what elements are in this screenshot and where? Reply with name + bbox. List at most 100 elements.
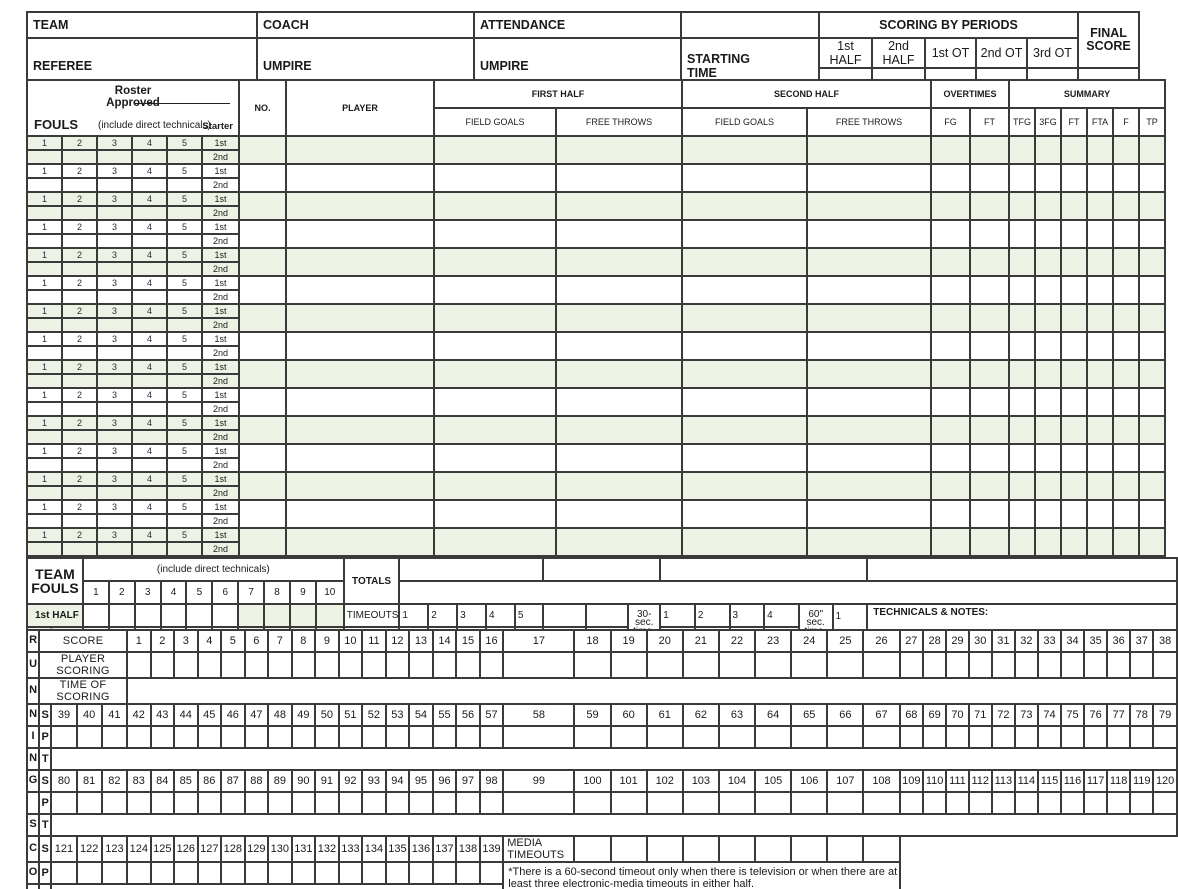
- player-12-half-2nd[interactable]: 2nd: [201, 457, 240, 473]
- player-10-sum-ft[interactable]: [1060, 387, 1088, 417]
- media-timeout-cell-3[interactable]: [645, 835, 684, 863]
- player-scoring-cell-12[interactable]: [384, 651, 411, 679]
- player-1-foul-5[interactable]: 5: [166, 135, 203, 151]
- player-8-foul2-5[interactable]: [166, 345, 203, 361]
- band2-time-cell[interactable]: [50, 813, 1178, 837]
- player-6-ot-fg[interactable]: [930, 275, 971, 305]
- band1-score-70[interactable]: 70: [945, 703, 970, 727]
- band3-player-138[interactable]: [455, 861, 481, 885]
- player-scoring-cell-6[interactable]: [243, 651, 270, 679]
- player-15-ot-ft[interactable]: [969, 527, 1010, 557]
- player-scoring-cell-24[interactable]: [790, 651, 829, 679]
- band1-player-74[interactable]: [1036, 725, 1063, 749]
- player-7-fh-ft[interactable]: [555, 303, 683, 333]
- player-1-sum-tfg[interactable]: [1008, 135, 1036, 165]
- band2-score-90[interactable]: 90: [290, 769, 317, 793]
- player-13-half-2nd[interactable]: 2nd: [201, 485, 240, 501]
- player-3-foul-5[interactable]: 5: [166, 191, 203, 207]
- band1-score-62[interactable]: 62: [681, 703, 720, 727]
- band2-score-82[interactable]: 82: [100, 769, 129, 793]
- band2-player-94[interactable]: [384, 791, 411, 815]
- player-5-fh-ft[interactable]: [555, 247, 683, 277]
- player-8-half-2nd[interactable]: 2nd: [201, 345, 240, 361]
- player-3-half-2nd[interactable]: 2nd: [201, 205, 240, 221]
- band2-score-95[interactable]: 95: [408, 769, 434, 793]
- band1-player-73[interactable]: [1013, 725, 1039, 749]
- player-12-foul-4[interactable]: 4: [131, 443, 168, 459]
- player-12-half-1st[interactable]: 1st: [201, 443, 240, 459]
- band3-player-137[interactable]: [431, 861, 458, 885]
- player-scoring-cell-26[interactable]: [862, 651, 901, 679]
- band1-player-68[interactable]: [898, 725, 925, 749]
- band2-score-110[interactable]: 110: [922, 769, 948, 793]
- band3-score-131[interactable]: 131: [290, 835, 317, 863]
- band3-time-cell[interactable]: [50, 883, 505, 889]
- player-4-foul2-5[interactable]: [166, 233, 203, 249]
- player-11-sum-f[interactable]: [1112, 415, 1140, 445]
- player-7-foul2-1[interactable]: [26, 317, 63, 333]
- band2-player-95[interactable]: [408, 791, 434, 815]
- timeout-blank-b[interactable]: [584, 603, 630, 628]
- player-4-foul-5[interactable]: 5: [166, 219, 203, 235]
- player-scoring-cell-2[interactable]: [149, 651, 176, 679]
- player-14-sum-ft[interactable]: [1060, 499, 1088, 529]
- player-1-sum-tp[interactable]: [1138, 135, 1166, 165]
- band3-score-138[interactable]: 138: [455, 835, 481, 863]
- player-11-half-2nd[interactable]: 2nd: [201, 429, 240, 445]
- player-12-name[interactable]: [285, 443, 435, 473]
- band2-player-98[interactable]: [478, 791, 505, 815]
- band3-score-135[interactable]: 135: [384, 835, 411, 863]
- player-15-sum-tfg[interactable]: [1008, 527, 1036, 557]
- band1-player-56[interactable]: [455, 725, 481, 749]
- band1-player-50[interactable]: [314, 725, 340, 749]
- player-3-foul-1[interactable]: 1: [26, 191, 63, 207]
- player-11-foul2-4[interactable]: [131, 429, 168, 445]
- player-3-foul2-1[interactable]: [26, 205, 63, 221]
- band3-score-126[interactable]: 126: [173, 835, 199, 863]
- band1-player-45[interactable]: [196, 725, 223, 749]
- player-9-sh-fg[interactable]: [681, 359, 808, 389]
- player-13-fh-fg[interactable]: [433, 471, 557, 501]
- band1-score-73[interactable]: 73: [1013, 703, 1039, 727]
- player-scoring-cell-3[interactable]: [173, 651, 199, 679]
- player-12-foul-5[interactable]: 5: [166, 443, 203, 459]
- band2-player-103[interactable]: [681, 791, 720, 815]
- player-15-name[interactable]: [285, 527, 435, 557]
- player-7-ot-fg[interactable]: [930, 303, 971, 333]
- player-scoring-cell-33[interactable]: [1036, 651, 1063, 679]
- player-9-foul-3[interactable]: 3: [96, 359, 133, 375]
- player-2-sum-fta[interactable]: [1086, 163, 1114, 193]
- band3-player-139[interactable]: [478, 861, 505, 885]
- band1-player-71[interactable]: [967, 725, 993, 749]
- player-12-foul-2[interactable]: 2: [61, 443, 98, 459]
- player-14-sum-3fg[interactable]: [1034, 499, 1062, 529]
- player-11-fh-fg[interactable]: [433, 415, 557, 445]
- player-3-sum-ft[interactable]: [1060, 191, 1088, 221]
- band1-player-42[interactable]: [126, 725, 152, 749]
- player-10-sum-tfg[interactable]: [1008, 387, 1036, 417]
- player-14-ot-fg[interactable]: [930, 499, 971, 529]
- player-1-ot-ft[interactable]: [969, 135, 1010, 165]
- player-7-foul2-5[interactable]: [166, 317, 203, 333]
- band2-score-118[interactable]: 118: [1106, 769, 1132, 793]
- band1-player-65[interactable]: [790, 725, 829, 749]
- player-scoring-cell-9[interactable]: [314, 651, 340, 679]
- band1-player-79[interactable]: [1152, 725, 1178, 749]
- player-13-ot-fg[interactable]: [930, 471, 971, 501]
- band1-player-51[interactable]: [337, 725, 364, 749]
- band1-player-58[interactable]: [502, 725, 576, 749]
- player-1-foul-2[interactable]: 2: [61, 135, 98, 151]
- player-1-foul2-2[interactable]: [61, 149, 98, 165]
- player-13-sh-fg[interactable]: [681, 471, 808, 501]
- player-13-sh-ft[interactable]: [806, 471, 932, 501]
- player-scoring-cell-14[interactable]: [431, 651, 458, 679]
- player-3-number[interactable]: [238, 191, 287, 221]
- band1-score-63[interactable]: 63: [717, 703, 757, 727]
- player-11-foul-2[interactable]: 2: [61, 415, 98, 431]
- player-7-sh-fg[interactable]: [681, 303, 808, 333]
- band1-player-46[interactable]: [220, 725, 246, 749]
- player-4-number[interactable]: [238, 219, 287, 249]
- band2-player-107[interactable]: [826, 791, 865, 815]
- band2-player-117[interactable]: [1083, 791, 1109, 815]
- player-11-name[interactable]: [285, 415, 435, 445]
